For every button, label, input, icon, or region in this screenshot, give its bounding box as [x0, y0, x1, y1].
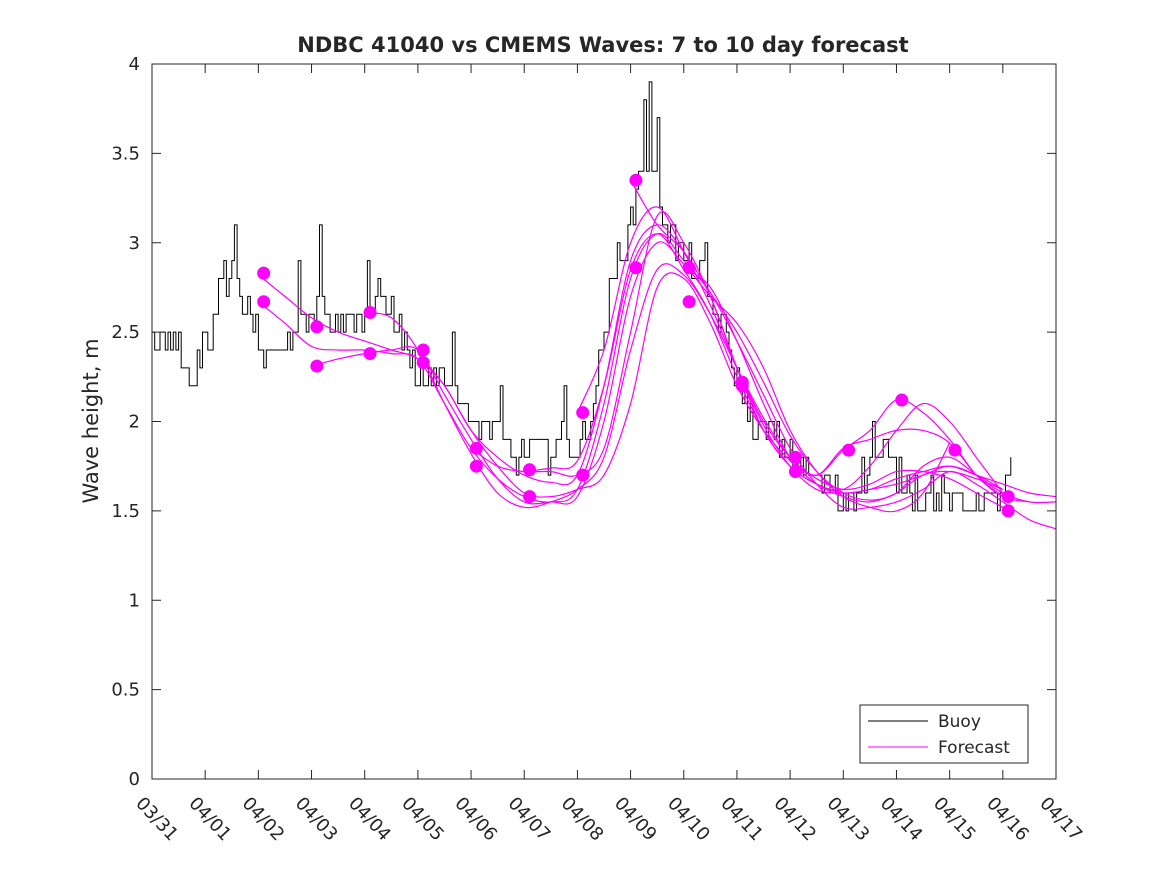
forecast-marker: [682, 261, 696, 275]
forecast-line-4: [364, 263, 1004, 509]
forecast-marker: [257, 295, 271, 309]
legend-forecast-label: Forecast: [938, 738, 1010, 758]
forecast-marker: [310, 320, 324, 334]
forecast-marker: [523, 490, 537, 504]
forecast-marker: [682, 295, 696, 309]
forecast-marker: [363, 347, 377, 361]
forecast-marker: [735, 379, 749, 393]
legend: Buoy Forecast: [859, 704, 1029, 764]
forecast-marker: [416, 356, 430, 370]
y-tick-label: 0.5: [111, 680, 140, 701]
y-tick-label: 3: [129, 233, 140, 254]
legend-buoy-label: Buoy: [938, 712, 981, 732]
forecast-marker: [523, 463, 537, 477]
chart-title: NDBC 41040 vs CMEMS Waves: 7 to 10 day f…: [297, 33, 908, 57]
forecast-line-10: [683, 267, 1030, 503]
y-axis-label: Wave height, m: [79, 338, 103, 503]
forecast-marker: [576, 468, 590, 482]
forecast-marker: [842, 443, 856, 457]
forecast-marker: [895, 393, 909, 407]
forecast-marker: [310, 359, 324, 373]
forecast-marker: [629, 173, 643, 187]
forecast-marker: [1001, 504, 1015, 518]
forecast-marker: [469, 459, 483, 473]
forecast-marker: [469, 441, 483, 455]
forecast-marker: [629, 261, 643, 275]
y-tick-label: 1.5: [111, 501, 140, 522]
forecast-marker: [363, 305, 377, 319]
y-tick-label: 2: [129, 412, 140, 433]
forecast-series-group: [258, 179, 1056, 530]
y-tick-label: 4: [129, 54, 140, 75]
y-tick-label: 0: [129, 769, 140, 790]
forecast-marker: [576, 406, 590, 420]
y-tick-label: 1: [129, 590, 140, 611]
y-tick-label: 2.5: [111, 322, 140, 343]
buoy-series: [152, 81, 1012, 512]
forecast-marker: [416, 343, 430, 357]
forecast-line-2: [258, 233, 1056, 530]
forecast-line-8: [576, 206, 1004, 498]
y-tick-label: 3.5: [111, 143, 140, 164]
forecast-line-5: [417, 272, 1004, 503]
forecast-marker: [788, 450, 802, 464]
forecast-markers: [257, 173, 1015, 518]
forecast-marker: [788, 465, 802, 479]
forecast-marker: [1001, 490, 1015, 504]
forecast-marker: [948, 443, 962, 457]
legend-box: [859, 704, 1029, 764]
forecast-marker: [257, 266, 271, 280]
buoy-line: [152, 81, 1012, 512]
